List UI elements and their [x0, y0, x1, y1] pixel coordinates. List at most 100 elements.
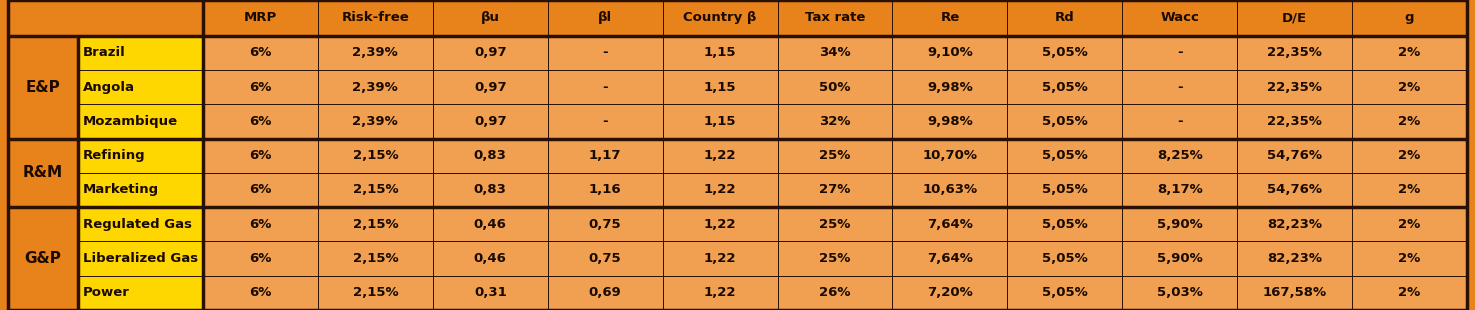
Text: 6%: 6% — [249, 286, 271, 299]
Text: 34%: 34% — [819, 46, 851, 59]
Text: 1,15: 1,15 — [704, 81, 736, 94]
Text: 9,98%: 9,98% — [926, 81, 974, 94]
Text: -: - — [1177, 46, 1183, 59]
Text: 50%: 50% — [819, 81, 851, 94]
Text: Marketing: Marketing — [83, 184, 159, 197]
Text: 22,35%: 22,35% — [1267, 46, 1322, 59]
Bar — [78, 276, 204, 310]
Text: 2,15%: 2,15% — [353, 286, 398, 299]
Text: R&M: R&M — [24, 165, 63, 180]
Text: 9,10%: 9,10% — [926, 46, 974, 59]
Text: 82,23%: 82,23% — [1267, 252, 1322, 265]
Text: 1,15: 1,15 — [704, 115, 736, 128]
Text: 8,17%: 8,17% — [1156, 184, 1202, 197]
Text: 0,97: 0,97 — [473, 115, 506, 128]
Text: 2%: 2% — [1398, 252, 1420, 265]
Text: 6%: 6% — [249, 149, 271, 162]
Text: 167,58%: 167,58% — [1263, 286, 1326, 299]
Text: Liberalized Gas: Liberalized Gas — [83, 252, 198, 265]
Text: 6%: 6% — [249, 218, 271, 231]
Text: 10,63%: 10,63% — [922, 184, 978, 197]
Bar — [78, 207, 204, 241]
Text: 25%: 25% — [819, 252, 851, 265]
Text: G&P: G&P — [25, 251, 62, 266]
Text: 0,97: 0,97 — [473, 81, 506, 94]
Text: 7,20%: 7,20% — [926, 286, 974, 299]
Text: 1,22: 1,22 — [704, 218, 736, 231]
Text: 2,15%: 2,15% — [353, 218, 398, 231]
Text: 1,22: 1,22 — [704, 149, 736, 162]
Text: 0,75: 0,75 — [589, 218, 621, 231]
Text: 27%: 27% — [819, 184, 851, 197]
Text: Re: Re — [940, 11, 960, 24]
Text: 7,64%: 7,64% — [926, 252, 974, 265]
Bar — [78, 139, 204, 173]
Text: βl: βl — [599, 11, 612, 24]
Text: Rd: Rd — [1055, 11, 1075, 24]
Text: Mozambique: Mozambique — [83, 115, 178, 128]
Text: 1,16: 1,16 — [589, 184, 621, 197]
Text: 2%: 2% — [1398, 184, 1420, 197]
Text: 2%: 2% — [1398, 46, 1420, 59]
Text: Regulated Gas: Regulated Gas — [83, 218, 192, 231]
Text: -: - — [1177, 81, 1183, 94]
Text: 0,83: 0,83 — [473, 184, 507, 197]
Text: -: - — [602, 81, 608, 94]
Text: 22,35%: 22,35% — [1267, 81, 1322, 94]
Text: 0,69: 0,69 — [589, 286, 621, 299]
Text: 2,39%: 2,39% — [353, 46, 398, 59]
Text: 6%: 6% — [249, 115, 271, 128]
Text: 0,46: 0,46 — [473, 252, 507, 265]
Text: 5,05%: 5,05% — [1041, 184, 1087, 197]
Text: Angola: Angola — [83, 81, 136, 94]
Text: 5,05%: 5,05% — [1041, 252, 1087, 265]
Text: 5,05%: 5,05% — [1041, 149, 1087, 162]
Text: 25%: 25% — [819, 218, 851, 231]
Text: 2,15%: 2,15% — [353, 184, 398, 197]
Text: 2%: 2% — [1398, 218, 1420, 231]
Text: βu: βu — [481, 11, 500, 24]
Text: 5,90%: 5,90% — [1156, 218, 1202, 231]
Bar — [204, 241, 1468, 276]
Text: Refining: Refining — [83, 149, 146, 162]
Text: 1,22: 1,22 — [704, 184, 736, 197]
Text: Risk-free: Risk-free — [342, 11, 409, 24]
Text: 2,15%: 2,15% — [353, 149, 398, 162]
Text: 0,97: 0,97 — [473, 46, 506, 59]
Text: D/E: D/E — [1282, 11, 1307, 24]
Text: 0,75: 0,75 — [589, 252, 621, 265]
Text: g: g — [1404, 11, 1415, 24]
Text: MRP: MRP — [243, 11, 277, 24]
Bar — [204, 139, 1468, 173]
Text: 54,76%: 54,76% — [1267, 184, 1322, 197]
Text: 0,46: 0,46 — [473, 218, 507, 231]
Text: 26%: 26% — [819, 286, 851, 299]
Text: 0,83: 0,83 — [473, 149, 507, 162]
Text: 2,39%: 2,39% — [353, 115, 398, 128]
Bar — [204, 36, 1468, 70]
Text: Country β: Country β — [683, 11, 757, 24]
Bar — [78, 241, 204, 276]
Bar — [78, 173, 204, 207]
Text: 2,15%: 2,15% — [353, 252, 398, 265]
Text: -: - — [602, 46, 608, 59]
Text: 5,05%: 5,05% — [1041, 81, 1087, 94]
Text: Brazil: Brazil — [83, 46, 125, 59]
Text: 25%: 25% — [819, 149, 851, 162]
Text: 0,31: 0,31 — [473, 286, 506, 299]
Bar — [204, 207, 1468, 241]
Text: 2,39%: 2,39% — [353, 81, 398, 94]
Text: -: - — [1177, 115, 1183, 128]
Text: 6%: 6% — [249, 81, 271, 94]
Text: 8,25%: 8,25% — [1156, 149, 1202, 162]
Bar — [204, 104, 1468, 139]
Text: 2%: 2% — [1398, 286, 1420, 299]
Text: 1,22: 1,22 — [704, 286, 736, 299]
Bar — [204, 173, 1468, 207]
Text: Tax rate: Tax rate — [805, 11, 866, 24]
Text: -: - — [602, 115, 608, 128]
Bar — [78, 70, 204, 104]
Text: 1,22: 1,22 — [704, 252, 736, 265]
Bar — [204, 70, 1468, 104]
Text: 5,90%: 5,90% — [1156, 252, 1202, 265]
